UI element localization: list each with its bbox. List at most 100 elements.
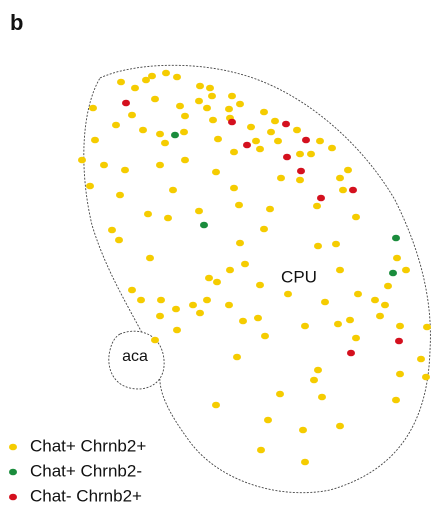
legend-swatch: [9, 443, 17, 451]
cell-dot: [423, 323, 431, 331]
cell-dot: [402, 266, 410, 274]
cell-dot: [301, 322, 309, 330]
cell-dot: [91, 136, 99, 144]
cell-dot: [417, 355, 425, 363]
cell-dot: [164, 214, 172, 222]
cell-dot: [392, 396, 400, 404]
cell-dot: [235, 201, 243, 209]
cell-dot: [339, 186, 347, 194]
cell-dot: [257, 446, 265, 454]
cell-dot: [254, 314, 262, 322]
cell-dot: [283, 153, 291, 161]
cell-dot: [392, 234, 400, 242]
cell-dot: [131, 84, 139, 92]
cell-dot: [121, 166, 129, 174]
cell-dot: [173, 326, 181, 334]
cell-dot: [205, 274, 213, 282]
cell-dot: [284, 290, 292, 298]
legend-swatch: [9, 493, 17, 501]
cell-dot: [302, 136, 310, 144]
cell-dot: [228, 92, 236, 100]
cell-dot: [86, 182, 94, 190]
cell-dot: [162, 69, 170, 77]
cell-dot: [376, 312, 384, 320]
cell-dot: [301, 458, 309, 466]
cell-dot: [203, 296, 211, 304]
cell-dot: [226, 266, 234, 274]
cell-dot: [122, 99, 130, 107]
aca-outline: [108, 330, 165, 390]
cell-dot: [314, 366, 322, 374]
cell-dot: [243, 141, 251, 149]
cell-dot: [115, 236, 123, 244]
legend-label: Chat+ Chrnb2-: [30, 461, 142, 480]
cell-dot: [347, 349, 355, 357]
cell-dot: [241, 260, 249, 268]
cell-dot: [260, 108, 268, 116]
cell-dot: [180, 128, 188, 136]
cell-dot: [252, 137, 260, 145]
cell-dot: [336, 266, 344, 274]
cell-dot: [142, 76, 150, 84]
cell-dot: [146, 254, 154, 262]
cell-dot: [196, 309, 204, 317]
cell-dot: [213, 278, 221, 286]
cell-dot: [171, 131, 179, 139]
cell-dot: [212, 401, 220, 409]
cell-dot: [352, 213, 360, 221]
cell-dot: [247, 123, 255, 131]
cell-dot: [200, 221, 208, 229]
cell-dot: [396, 322, 404, 330]
legend-swatch: [9, 468, 17, 476]
cell-dot: [313, 202, 321, 210]
cell-dot: [225, 105, 233, 113]
outline: [83, 64, 431, 494]
cell-dot: [336, 422, 344, 430]
cell-dot: [293, 126, 301, 134]
cell-dot: [89, 104, 97, 112]
cell-dot: [203, 104, 211, 112]
cell-dot: [316, 137, 324, 145]
cell-dot: [354, 290, 362, 298]
cell-dot: [233, 353, 241, 361]
cell-dot: [228, 118, 236, 126]
cell-dot: [225, 301, 233, 309]
cell-dot: [230, 184, 238, 192]
cell-dot: [371, 296, 379, 304]
cell-dot: [282, 120, 290, 128]
legend: Chat+ Chrnb2+ Chat+ Chrnb2- Chat- Chrnb2+: [9, 436, 146, 505]
cell-dot: [78, 156, 86, 164]
cell-dot: [209, 116, 217, 124]
cell-dot: [328, 144, 336, 152]
cell-dot: [256, 145, 264, 153]
cell-dot: [214, 135, 222, 143]
cell-dot: [212, 168, 220, 176]
cell-dot: [352, 334, 360, 342]
cell-dot: [381, 301, 389, 309]
cell-dot: [128, 111, 136, 119]
legend-label: Chat+ Chrnb2+: [30, 436, 146, 455]
cell-dot: [236, 100, 244, 108]
cells: [78, 69, 431, 466]
cell-dot: [266, 205, 274, 213]
cell-dot: [236, 239, 244, 247]
cell-dot: [196, 82, 204, 90]
cell-dot: [172, 305, 180, 313]
cell-dot: [195, 207, 203, 215]
cell-dot: [128, 286, 136, 294]
cell-dot: [116, 191, 124, 199]
cell-dot: [336, 174, 344, 182]
cell-dot: [393, 254, 401, 262]
cell-dot: [161, 139, 169, 147]
cell-dot: [296, 150, 304, 158]
cell-dot: [395, 337, 403, 345]
cell-dot: [156, 130, 164, 138]
cell-dot: [332, 240, 340, 248]
cell-dot: [173, 73, 181, 81]
cell-dot: [318, 393, 326, 401]
cell-dot: [156, 161, 164, 169]
cell-dot: [310, 376, 318, 384]
cell-dot: [349, 186, 357, 194]
cell-dot: [139, 126, 147, 134]
cell-dot: [112, 121, 120, 129]
